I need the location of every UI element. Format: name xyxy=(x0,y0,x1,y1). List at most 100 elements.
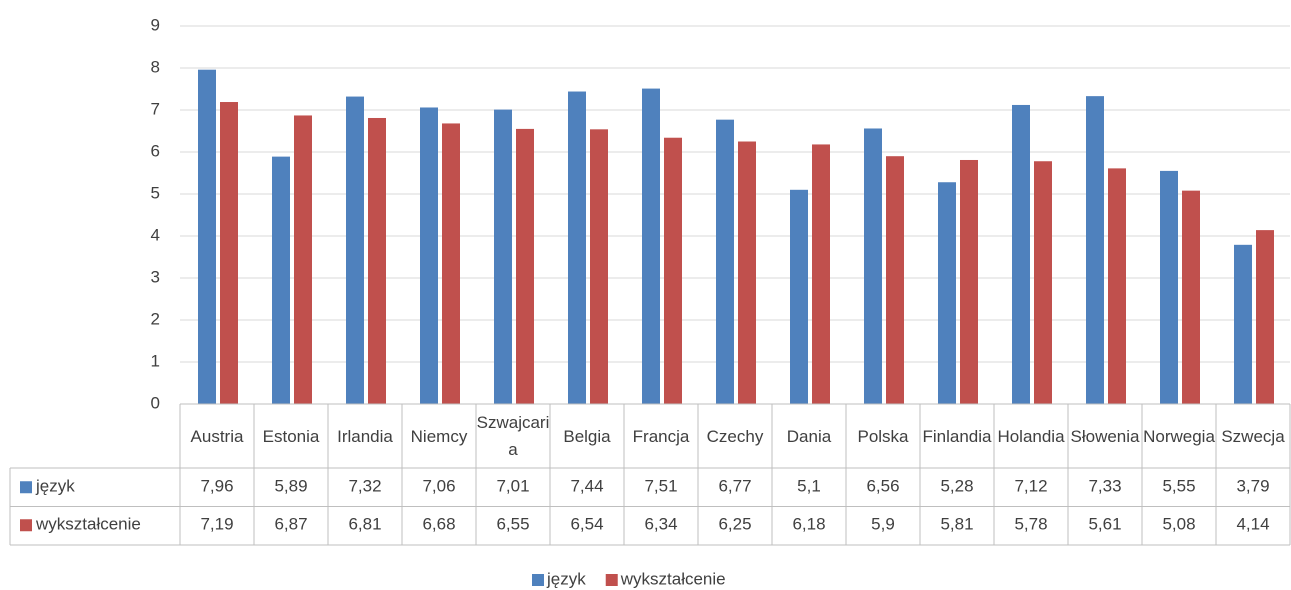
table-value: 6,25 xyxy=(718,515,751,534)
legend-label: wykształcenie xyxy=(620,569,726,588)
table-value: 5,28 xyxy=(940,477,973,496)
bar xyxy=(1256,230,1274,404)
bar xyxy=(938,182,956,404)
legend-label: język xyxy=(546,569,586,588)
bar xyxy=(346,96,364,404)
table-series-name: język xyxy=(35,477,75,496)
y-tick-label: 0 xyxy=(151,393,160,412)
legend-key xyxy=(532,574,544,586)
table-value: 6,54 xyxy=(570,515,603,534)
table-value: 5,9 xyxy=(871,515,895,534)
x-tick-label: Dania xyxy=(786,426,832,446)
bar xyxy=(442,123,460,404)
table-value: 7,33 xyxy=(1088,477,1121,496)
bar xyxy=(1034,161,1052,404)
table-value: 3,79 xyxy=(1236,477,1269,496)
bar xyxy=(272,156,290,404)
x-tick-cell: Belgia xyxy=(563,426,611,446)
table-value: 6,56 xyxy=(866,477,899,496)
table-value: 7,06 xyxy=(422,477,455,496)
table-value: 7,12 xyxy=(1014,477,1047,496)
bar xyxy=(886,156,904,404)
y-tick-label: 1 xyxy=(151,351,160,370)
table-value: 7,44 xyxy=(570,477,603,496)
x-tick-cell: Słowenia xyxy=(1070,426,1140,446)
table-value: 6,77 xyxy=(718,477,751,496)
bar xyxy=(1182,190,1200,404)
table-value: 7,19 xyxy=(200,515,233,534)
y-tick-label: 9 xyxy=(151,15,160,34)
bar xyxy=(198,69,216,405)
x-tick-label: Polska xyxy=(857,426,909,446)
x-tick-label: Szwecja xyxy=(1221,426,1285,446)
bar xyxy=(494,109,512,404)
table-value: 6,34 xyxy=(644,515,677,534)
bar xyxy=(716,119,734,404)
bar xyxy=(294,115,312,405)
x-tick-cell: Francja xyxy=(632,426,690,446)
x-tick-cell: Austria xyxy=(190,426,244,446)
table-legend-key xyxy=(20,481,32,494)
table-value: 7,32 xyxy=(348,477,381,496)
table-value: 5,1 xyxy=(797,477,821,496)
table-value: 5,61 xyxy=(1088,515,1121,534)
y-tick-label: 3 xyxy=(151,267,160,286)
bar xyxy=(1160,170,1178,404)
bar xyxy=(790,189,808,404)
bar xyxy=(664,137,682,404)
bar xyxy=(1108,168,1126,404)
y-tick-label: 6 xyxy=(151,141,160,160)
y-tick-label: 4 xyxy=(151,225,160,244)
bar xyxy=(1012,104,1030,405)
y-tick-label: 8 xyxy=(151,57,160,76)
bar xyxy=(812,144,830,404)
x-tick-cell: Polska xyxy=(857,426,909,446)
table-value: 5,81 xyxy=(940,515,973,534)
bar xyxy=(1234,244,1252,404)
x-tick-label: Słowenia xyxy=(1070,426,1140,446)
table-value: 5,55 xyxy=(1162,477,1195,496)
x-tick-cell: Szwajcaria xyxy=(476,413,550,459)
bar xyxy=(1086,96,1104,404)
table-value: 6,87 xyxy=(274,515,307,534)
x-tick-label: Austria xyxy=(190,426,244,446)
x-tick-cell: Irlandia xyxy=(337,426,393,446)
table-value: 4,14 xyxy=(1236,515,1269,534)
bar xyxy=(420,107,438,404)
bar xyxy=(738,141,756,404)
table-value: 7,01 xyxy=(496,477,529,496)
x-tick-cell: Holandia xyxy=(997,427,1064,446)
table-value: 5,89 xyxy=(274,477,307,496)
table-value: 6,55 xyxy=(496,515,529,534)
table-value: 6,81 xyxy=(348,515,381,534)
y-tick-label: 5 xyxy=(151,183,160,202)
x-tick-label: Belgia xyxy=(563,426,611,446)
x-tick-cell: Finlandia xyxy=(922,426,992,446)
table-value: 6,68 xyxy=(422,515,455,534)
x-tick-cell: Niemcy xyxy=(411,427,468,446)
table-value: 7,51 xyxy=(644,477,677,496)
bar xyxy=(516,128,534,404)
bar xyxy=(220,102,238,405)
bar xyxy=(368,117,386,404)
x-tick-cell: Dania xyxy=(786,426,832,446)
bar xyxy=(590,129,608,404)
x-tick-label: Norwegia xyxy=(1143,426,1215,446)
table-value: 6,18 xyxy=(792,515,825,534)
x-tick-label: Czechy xyxy=(706,426,764,446)
x-tick-label: Francja xyxy=(632,426,690,446)
x-tick-label: Irlandia xyxy=(337,426,393,446)
bar xyxy=(864,128,882,405)
x-tick-cell: Czechy xyxy=(706,426,764,446)
bar xyxy=(960,159,978,404)
table-value: 5,78 xyxy=(1014,515,1047,534)
table-value: 5,08 xyxy=(1162,515,1195,534)
x-tick-label: Finlandia xyxy=(922,426,992,446)
bar xyxy=(568,91,586,405)
x-tick-label: Szwajcaria xyxy=(476,413,550,459)
x-tick-cell: Norwegia xyxy=(1143,426,1215,446)
table-legend-key xyxy=(20,519,32,532)
y-tick-label: 7 xyxy=(151,99,160,118)
x-tick-cell: Estonia xyxy=(263,427,320,446)
